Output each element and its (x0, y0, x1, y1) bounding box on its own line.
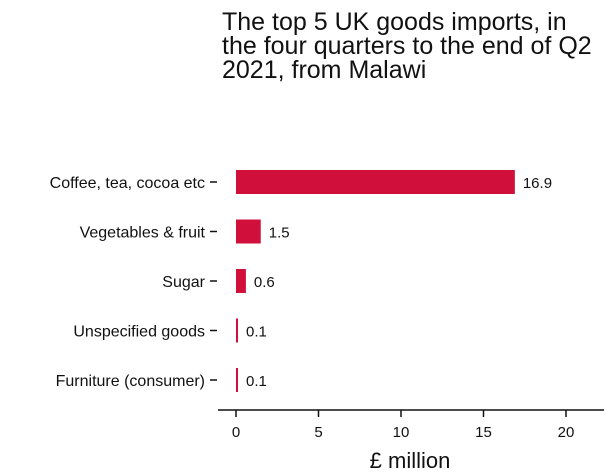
data-label: 0.6 (254, 274, 275, 291)
x-axis: 0 5 10 15 20 (218, 409, 604, 441)
data-label: 16.9 (523, 175, 552, 192)
data-label: 1.5 (269, 225, 290, 242)
data-label: 0.1 (246, 373, 267, 390)
bar (236, 318, 238, 343)
category-labels: Coffee, tea, cocoa etc Vegetables & fruit… (50, 175, 217, 390)
x-axis-title: £ million (370, 448, 451, 473)
x-tick-label: 10 (393, 424, 410, 441)
x-tick-label: 20 (558, 424, 575, 441)
x-tick-label: 0 (232, 424, 240, 441)
x-tick-label: 5 (314, 424, 322, 441)
category-label: Vegetables & fruit (80, 225, 206, 242)
data-label: 0.1 (246, 324, 267, 341)
category-label: Unspecified goods (73, 324, 205, 341)
chart-title: The top 5 UK goods imports, in the four … (222, 8, 592, 84)
bars-layer: 16.9 1.5 0.6 0.1 0.1 (236, 170, 552, 392)
category-label: Furniture (consumer) (56, 373, 205, 390)
category-label: Sugar (162, 274, 205, 291)
bar (236, 269, 246, 293)
x-tick-label: 15 (475, 424, 492, 441)
category-label: Coffee, tea, cocoa etc (50, 175, 205, 192)
bar (236, 170, 515, 194)
bar (236, 368, 238, 392)
bar (236, 219, 261, 244)
